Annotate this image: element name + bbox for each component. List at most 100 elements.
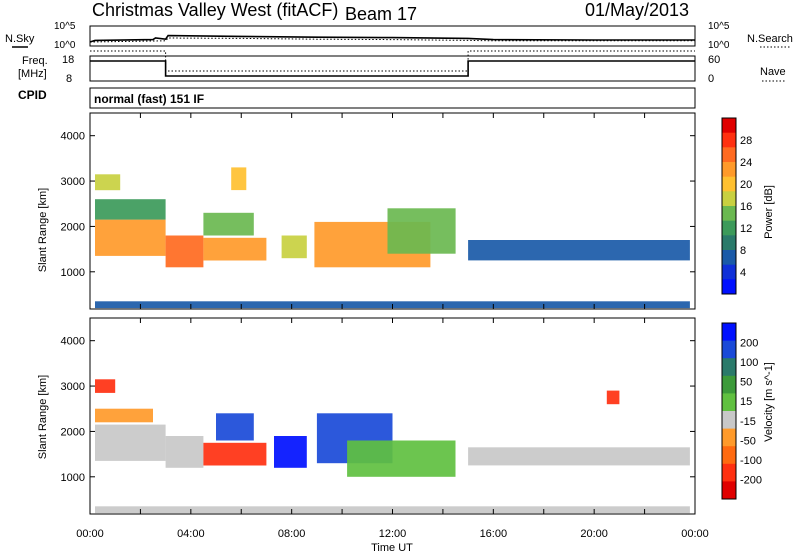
nsearch-label: N.Search	[747, 33, 793, 45]
x-tick-label-2: 08:00	[278, 528, 306, 540]
station-title: Christmas Valley West (fitACF)	[92, 0, 338, 20]
colorbar-swatch-4	[722, 176, 736, 192]
nave-tick-high: 60	[708, 54, 720, 66]
colorbar-tick-6: -100	[740, 455, 762, 467]
y-tick-label-2: 3000	[61, 381, 85, 393]
freq-series-group	[90, 50, 695, 77]
colorbar-swatch-2	[722, 147, 736, 163]
series-line-0	[90, 60, 695, 77]
freq-tick-low: 8	[66, 73, 72, 85]
date-label: 01/May/2013	[585, 0, 689, 20]
colorbar-swatch-11	[722, 279, 736, 295]
colorbar-tick-2: 20	[740, 179, 752, 191]
noise-tick-low-left: 10^0	[54, 40, 76, 51]
colorbar-swatch-6	[722, 206, 736, 222]
colorbar-frame	[721, 117, 737, 295]
colorbar-swatch-2	[722, 358, 736, 377]
velocity-heatmap	[95, 379, 690, 514]
colorbar-frame	[721, 322, 737, 500]
colorbar-swatch-8	[722, 463, 736, 482]
cpid-text: normal (fast) 151 IF	[94, 92, 204, 106]
power-axes: 1000 2000 3000 4000	[61, 113, 696, 309]
colorbar-swatch-3	[722, 375, 736, 394]
colorbar-tick-3: 16	[740, 201, 752, 213]
colorbar-swatch-5	[722, 191, 736, 207]
freq-panel-frame	[89, 55, 696, 82]
colorbar-swatch-9	[722, 481, 736, 500]
heatmap-cell-8	[347, 440, 456, 477]
heatmap-cell-4	[203, 442, 267, 466]
heatmap-cell-5	[216, 413, 254, 441]
power-colorbar-label: Power [dB]	[763, 185, 775, 239]
colorbar-swatch-10	[722, 264, 736, 280]
colorbar-swatch-7	[722, 220, 736, 236]
colorbar-tick-4: -15	[740, 416, 756, 428]
colorbar-swatch-7	[722, 446, 736, 465]
heatmap-cell-0	[95, 219, 166, 256]
nsky-label: N.Sky	[5, 33, 35, 45]
colorbar-tick-7: -200	[740, 474, 762, 486]
y-tick-label-3: 4000	[61, 131, 85, 143]
colorbar-swatch-6	[722, 428, 736, 447]
heatmap-cell-6	[274, 436, 307, 468]
noise-tick-high-left: 10^5	[54, 21, 76, 32]
noise-panel-frame	[89, 25, 696, 47]
heatmap-cell-10	[468, 240, 690, 261]
heatmap-cell-9	[468, 447, 690, 466]
colorbar-swatch-5	[722, 411, 736, 430]
velocity-ylabel: Slant Range [km]	[37, 375, 49, 459]
freq-unit: [MHz]	[18, 68, 47, 80]
noise-tick-low-right: 10^0	[708, 40, 730, 51]
x-tick-label-6: 00:00	[681, 528, 709, 540]
y-tick-label-1: 2000	[61, 426, 85, 438]
time-axis: 00:00 04:00 08:00 12:00 16:00 20:00 00:00	[76, 528, 709, 540]
y-tick-label-2: 3000	[61, 176, 85, 188]
velocity-colorbar-label: Velocity [m s^-1]	[763, 362, 775, 442]
colorbar-swatch-8	[722, 235, 736, 251]
colorbar-swatch-1	[722, 340, 736, 359]
series-line-1	[90, 50, 695, 72]
colorbar-swatch-0	[722, 323, 736, 342]
noise-series-group	[89, 34, 695, 43]
heatmap-cell-5	[203, 212, 254, 236]
heatmap-cell-9	[387, 208, 456, 254]
y-tick-label-0: 1000	[61, 472, 85, 484]
heatmap-cell-1	[95, 199, 166, 220]
nave-label: Nave	[760, 66, 786, 78]
colorbar-tick-3: 15	[740, 396, 752, 408]
freq-label: Freq.	[22, 55, 48, 67]
nave-tick-low: 0	[708, 73, 714, 85]
heatmap-cell-0	[95, 424, 166, 461]
power-heatmap	[95, 167, 690, 309]
noise-tick-high-right: 10^5	[708, 21, 730, 32]
colorbar-swatch-0	[722, 118, 736, 134]
x-tick-label-3: 12:00	[379, 528, 407, 540]
series-line-1	[89, 37, 695, 43]
colorbar-tick-0: 200	[740, 338, 758, 350]
xlabel: Time UT	[371, 542, 413, 554]
heatmap-cell-10	[606, 390, 620, 405]
colorbar-tick-6: 4	[740, 267, 746, 279]
heatmap-cell-2	[95, 379, 116, 393]
colorbar-tick-1: 24	[740, 157, 752, 169]
heatmap-cell-3	[165, 436, 204, 468]
velocity-axes: 1000 2000 3000 4000	[61, 318, 696, 514]
y-tick-label-3: 4000	[61, 336, 85, 348]
colorbar-tick-4: 12	[740, 223, 752, 235]
heatmap-cell-4	[203, 237, 267, 261]
heatmap-cell-7	[281, 235, 307, 259]
colorbar-tick-2: 50	[740, 377, 752, 389]
colorbar-tick-1: 100	[740, 357, 758, 369]
heatmap-cell-2	[95, 174, 121, 191]
freq-tick-high: 18	[62, 54, 74, 66]
colorbar-swatch-9	[722, 250, 736, 266]
power-colorbar: 28 24 20 16 12 8 4	[721, 117, 752, 295]
colorbar-tick-5: -50	[740, 435, 756, 447]
heatmap-cell-1	[95, 408, 153, 423]
y-tick-label-0: 1000	[61, 267, 85, 279]
colorbar-swatch-4	[722, 393, 736, 412]
x-tick-label-4: 16:00	[480, 528, 508, 540]
power-ylabel: Slant Range [km]	[37, 188, 49, 272]
colorbar-tick-0: 28	[740, 135, 752, 147]
